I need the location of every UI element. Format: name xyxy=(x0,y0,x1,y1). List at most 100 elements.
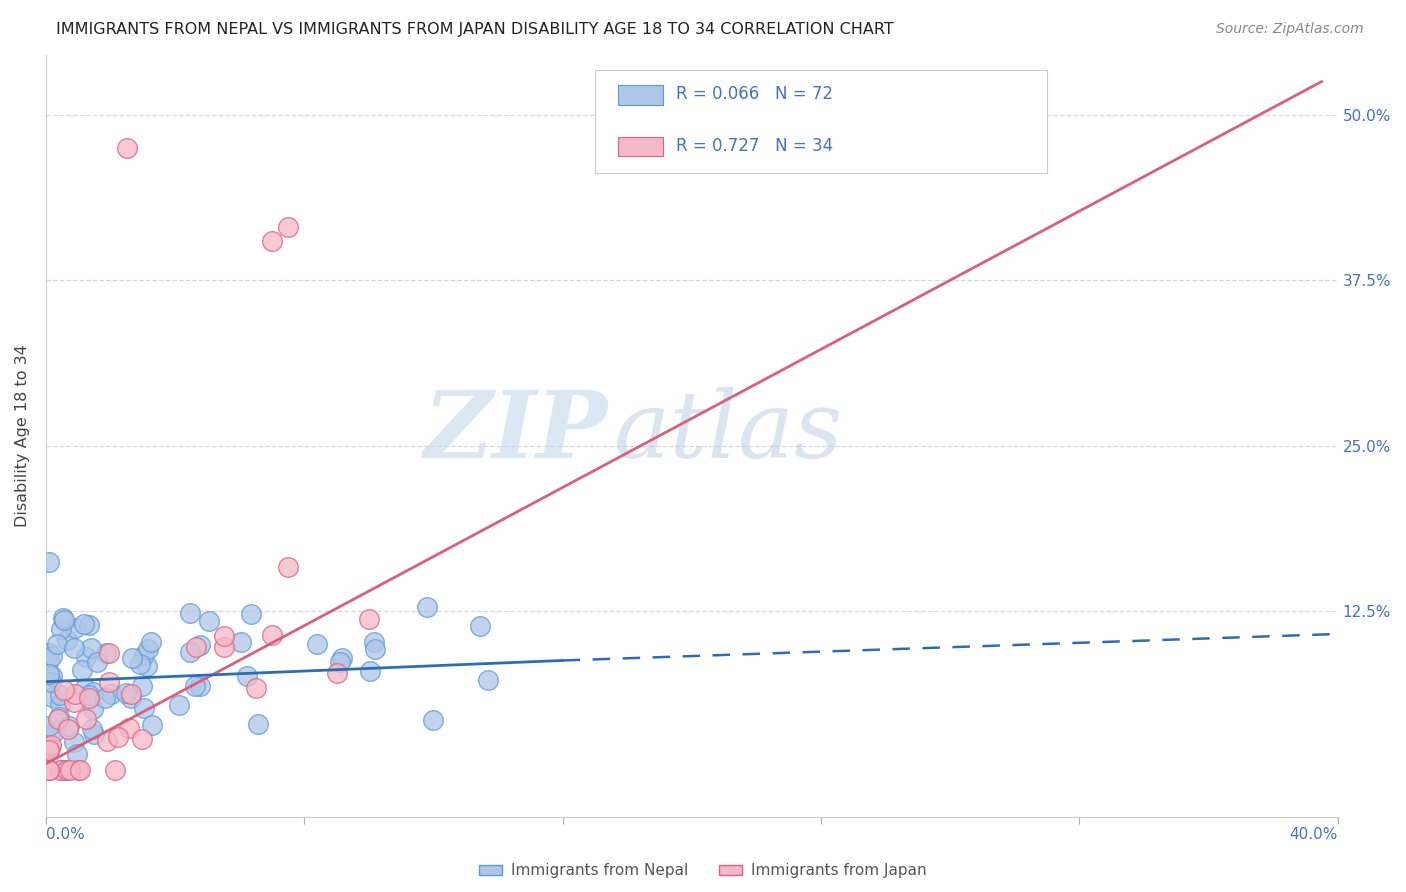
Point xyxy=(53,682,76,697)
Legend: Immigrants from Nepal, Immigrants from Japan: Immigrants from Nepal, Immigrants from J… xyxy=(472,857,934,884)
Point xyxy=(51,764,73,778)
Point xyxy=(49,697,72,711)
Point xyxy=(58,719,80,733)
Point xyxy=(329,655,352,669)
Point xyxy=(62,641,84,656)
Point xyxy=(48,710,70,724)
Point xyxy=(94,690,117,705)
Point xyxy=(97,646,120,660)
Point xyxy=(52,610,75,624)
Point xyxy=(277,220,299,235)
Point xyxy=(114,686,136,700)
Point xyxy=(83,726,105,740)
Point xyxy=(52,613,75,627)
Point xyxy=(212,628,235,642)
Point xyxy=(141,718,163,732)
Point xyxy=(38,739,60,754)
Point xyxy=(39,740,62,755)
Text: atlas: atlas xyxy=(614,387,844,477)
Point xyxy=(139,635,162,649)
Point xyxy=(79,691,101,706)
Point xyxy=(131,732,153,747)
Point xyxy=(134,648,156,662)
Point xyxy=(179,607,201,621)
Point xyxy=(131,679,153,693)
Text: IMMIGRANTS FROM NEPAL VS IMMIGRANTS FROM JAPAN DISABILITY AGE 18 TO 34 CORRELATI: IMMIGRANTS FROM NEPAL VS IMMIGRANTS FROM… xyxy=(56,22,894,37)
Point xyxy=(75,712,97,726)
Point xyxy=(44,724,66,739)
Point xyxy=(359,664,381,678)
Point xyxy=(94,646,117,660)
Text: Source: ZipAtlas.com: Source: ZipAtlas.com xyxy=(1216,22,1364,37)
Point xyxy=(422,713,444,727)
Point xyxy=(38,653,60,667)
Point xyxy=(121,651,143,665)
FancyBboxPatch shape xyxy=(595,70,1047,173)
Text: 0.0%: 0.0% xyxy=(46,828,84,842)
Point xyxy=(38,646,60,660)
Text: 40.0%: 40.0% xyxy=(1289,828,1337,842)
Point xyxy=(128,657,150,671)
FancyBboxPatch shape xyxy=(619,136,664,156)
Point xyxy=(468,619,491,633)
Point xyxy=(179,645,201,659)
Point xyxy=(82,722,104,736)
Point xyxy=(120,688,142,702)
Point xyxy=(197,614,219,628)
Point xyxy=(75,649,97,664)
Point xyxy=(100,687,122,701)
Point xyxy=(38,555,60,569)
Point xyxy=(62,695,84,709)
Point xyxy=(325,665,347,680)
Point xyxy=(38,719,60,733)
Point xyxy=(260,628,283,642)
Point xyxy=(260,234,283,248)
Point xyxy=(477,673,499,687)
Point xyxy=(73,681,96,695)
Point xyxy=(183,679,205,693)
Point xyxy=(132,700,155,714)
Point xyxy=(235,669,257,683)
Point xyxy=(416,599,439,614)
Point xyxy=(58,764,80,778)
Point xyxy=(247,716,270,731)
Point xyxy=(229,635,252,649)
Point xyxy=(63,688,86,702)
Y-axis label: Disability Age 18 to 34: Disability Age 18 to 34 xyxy=(15,344,30,527)
Point xyxy=(38,666,60,681)
FancyBboxPatch shape xyxy=(619,85,664,104)
Point xyxy=(77,618,100,632)
Point xyxy=(245,681,267,695)
Point xyxy=(115,141,138,155)
Point xyxy=(188,680,211,694)
Point xyxy=(212,640,235,655)
Text: R = 0.727   N = 34: R = 0.727 N = 34 xyxy=(676,136,834,155)
Point xyxy=(39,675,62,690)
Point xyxy=(82,685,104,699)
Point xyxy=(77,689,100,703)
Point xyxy=(188,638,211,652)
Point xyxy=(80,641,103,656)
Point xyxy=(62,735,84,749)
Point xyxy=(66,747,89,762)
Point xyxy=(277,560,299,574)
Point xyxy=(55,764,77,778)
Point xyxy=(56,764,79,778)
Text: ZIP: ZIP xyxy=(423,387,607,477)
Point xyxy=(184,640,207,654)
Point xyxy=(136,641,159,656)
Point xyxy=(66,764,89,778)
Point xyxy=(364,642,387,657)
Point xyxy=(49,688,72,702)
Point xyxy=(136,658,159,673)
Point xyxy=(307,637,329,651)
Point xyxy=(69,764,91,778)
Point xyxy=(38,764,60,778)
Point xyxy=(118,721,141,735)
Point xyxy=(45,637,67,651)
Point xyxy=(107,730,129,744)
Point xyxy=(38,764,60,778)
Point xyxy=(330,650,353,665)
Point xyxy=(72,664,94,678)
Text: R = 0.066   N = 72: R = 0.066 N = 72 xyxy=(676,85,834,103)
